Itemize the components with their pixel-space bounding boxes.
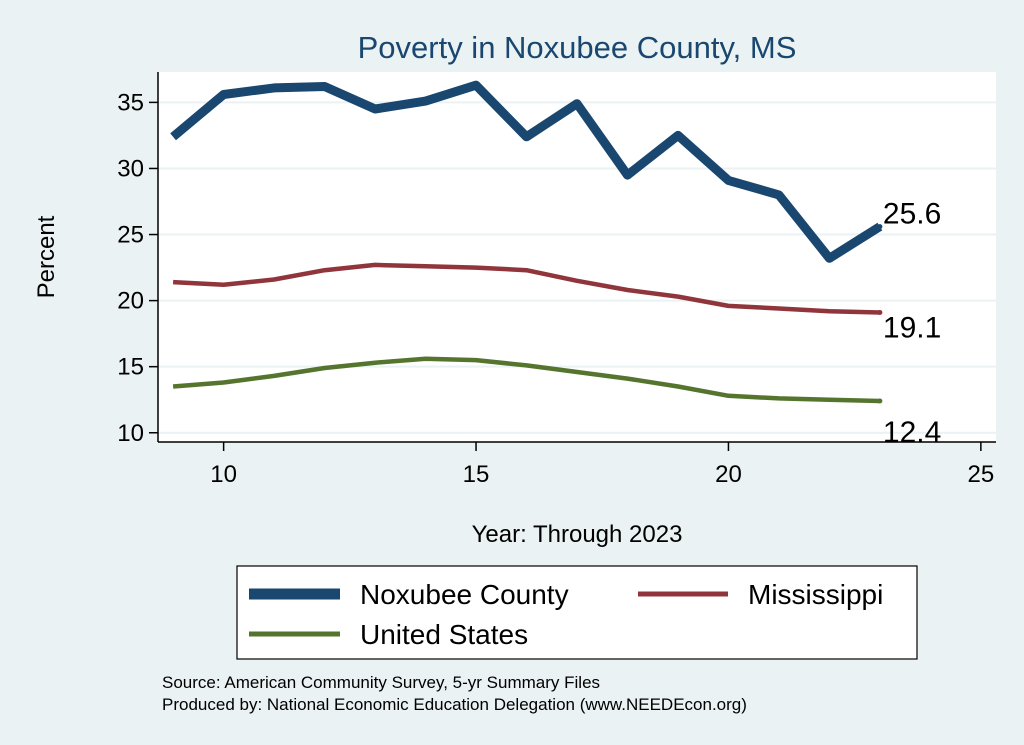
y-tick-label: 20	[117, 288, 144, 315]
legend-label: Mississippi	[748, 579, 883, 610]
y-tick-label: 10	[117, 420, 144, 447]
series-end-marker	[877, 310, 883, 315]
series-end-marker	[877, 398, 883, 404]
series-line-2	[172, 356, 880, 404]
x-axis-title: Year: Through 2023	[472, 521, 683, 548]
chart-title: Poverty in Noxubee County, MS	[358, 30, 797, 65]
series-lines	[170, 80, 883, 404]
y-axis-ticks: 10 15 20 25 30 35	[117, 89, 158, 447]
source-note: Source: American Community Survey, 5-yr …	[162, 673, 600, 692]
x-tick-label: 10	[210, 461, 237, 488]
x-axis-ticks: 10 15 20 25	[210, 442, 994, 488]
y-axis-title: Percent	[33, 215, 60, 298]
series-end-label: 12.4	[883, 416, 941, 449]
plot-area	[158, 72, 996, 442]
end-labels: 25.6 19.1 12.4	[877, 198, 941, 449]
legend-label: United States	[360, 619, 528, 650]
series-end-label: 25.6	[883, 198, 941, 231]
legend-label: Noxubee County	[360, 579, 569, 610]
y-tick-label: 15	[117, 354, 144, 381]
x-tick-label: 25	[968, 461, 995, 488]
y-tick-label: 30	[117, 155, 144, 182]
legend	[236, 565, 918, 660]
series-end-marker	[877, 224, 883, 230]
legend-entries: Noxubee County Mississippi United States	[249, 579, 883, 650]
series-line-0	[170, 80, 883, 263]
y-tick-label: 25	[117, 222, 144, 249]
x-tick-label: 15	[463, 461, 490, 488]
x-tick-label: 20	[715, 461, 742, 488]
series-line-1	[172, 262, 880, 315]
y-tick-label: 35	[117, 89, 144, 116]
producer-note: Produced by: National Economic Education…	[162, 695, 747, 714]
series-end-label: 19.1	[883, 312, 941, 345]
